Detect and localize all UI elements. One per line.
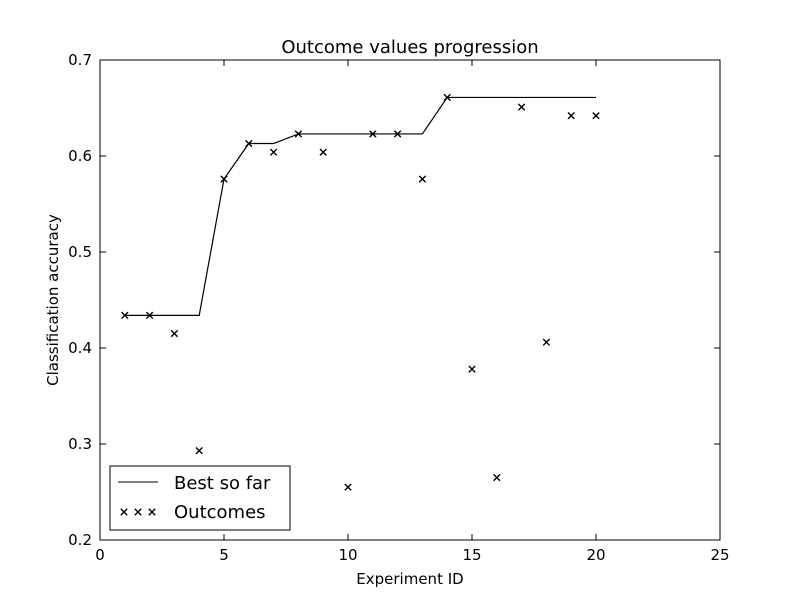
marker-stroke bbox=[393, 130, 402, 138]
marker-stroke bbox=[269, 148, 278, 156]
outcome-marker bbox=[195, 447, 203, 455]
outcome-marker bbox=[443, 93, 451, 102]
marker-stroke bbox=[542, 338, 551, 346]
marker-stroke bbox=[220, 175, 228, 183]
outcome-marker bbox=[145, 311, 154, 320]
marker-stroke bbox=[493, 473, 501, 482]
legend-x-marker bbox=[148, 508, 156, 516]
marker-stroke bbox=[319, 148, 327, 156]
outcome-marker bbox=[393, 130, 402, 138]
marker-stroke bbox=[120, 508, 128, 516]
marker-stroke bbox=[121, 311, 129, 320]
x-axis-label: Experiment ID bbox=[356, 570, 463, 588]
marker-stroke bbox=[145, 311, 154, 320]
outcome-marker bbox=[418, 175, 427, 183]
outcome-marker bbox=[220, 175, 228, 183]
tick-labels: 0 5 10 15 20 25 0.2 0.3 0.4 0.5 0.6 0.7 bbox=[68, 51, 729, 564]
marker-stroke bbox=[468, 365, 476, 373]
y-tick-label: 0.6 bbox=[68, 147, 92, 165]
marker-stroke bbox=[344, 483, 352, 491]
x-tick-label: 20 bbox=[586, 546, 605, 564]
outcome-marker bbox=[294, 130, 303, 138]
marker-stroke bbox=[443, 93, 451, 102]
outcome-marker bbox=[592, 111, 600, 120]
marker-stroke bbox=[369, 130, 377, 138]
outcome-marker bbox=[493, 473, 501, 482]
y-tick-label: 0.4 bbox=[68, 339, 92, 357]
outcome-marker bbox=[319, 148, 327, 156]
y-tick-label: 0.7 bbox=[68, 51, 92, 69]
marker-stroke bbox=[170, 329, 179, 338]
marker-stroke bbox=[418, 175, 427, 183]
y-tick-label: 0.5 bbox=[68, 243, 92, 261]
outcome-marker bbox=[344, 483, 352, 491]
y-tick-label: 0.2 bbox=[68, 531, 92, 549]
x-tick-label: 15 bbox=[462, 546, 481, 564]
outcome-marker bbox=[369, 130, 377, 138]
legend-x-marker bbox=[134, 508, 142, 516]
legend: Best so far Outcomes bbox=[109, 465, 291, 531]
legend-x-marker bbox=[120, 508, 128, 516]
legend-box bbox=[109, 465, 291, 531]
marker-stroke bbox=[294, 130, 303, 138]
series-line-best-so-far bbox=[124, 96, 596, 316]
legend-label-outcomes: Outcomes bbox=[174, 502, 266, 523]
outcome-marker bbox=[121, 311, 129, 320]
outcome-marker bbox=[567, 111, 575, 120]
outcome-marker bbox=[468, 365, 476, 373]
x-tick-label: 5 bbox=[219, 546, 229, 564]
outcome-marker bbox=[542, 338, 551, 346]
marker-stroke bbox=[195, 447, 203, 455]
marker-stroke bbox=[245, 139, 253, 148]
outcome-marker bbox=[517, 103, 526, 111]
outcome-marker bbox=[245, 139, 253, 148]
outcome-marker bbox=[170, 329, 179, 338]
x-tick-label: 25 bbox=[710, 546, 729, 564]
y-axis-label: Classification accuracy bbox=[44, 214, 62, 386]
plot-area-frame bbox=[99, 59, 721, 541]
marker-stroke bbox=[148, 508, 156, 516]
series-layer bbox=[121, 93, 600, 491]
x-tick-label: 0 bbox=[95, 546, 105, 564]
marker-stroke bbox=[517, 103, 526, 111]
marker-stroke bbox=[567, 111, 575, 120]
marker-stroke bbox=[134, 508, 142, 516]
legend-label-best: Best so far bbox=[174, 473, 271, 494]
chart-title: Outcome values progression bbox=[281, 37, 538, 58]
outcome-marker bbox=[269, 148, 278, 156]
axis-ticks bbox=[99, 59, 721, 541]
x-tick-label: 10 bbox=[338, 546, 357, 564]
legend-marker-swatch bbox=[120, 508, 156, 516]
marker-stroke bbox=[592, 111, 600, 120]
y-tick-label: 0.3 bbox=[68, 435, 92, 453]
